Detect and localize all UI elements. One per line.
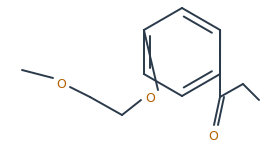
Text: O: O xyxy=(208,130,218,143)
Text: O: O xyxy=(56,79,66,92)
Text: O: O xyxy=(145,92,155,104)
